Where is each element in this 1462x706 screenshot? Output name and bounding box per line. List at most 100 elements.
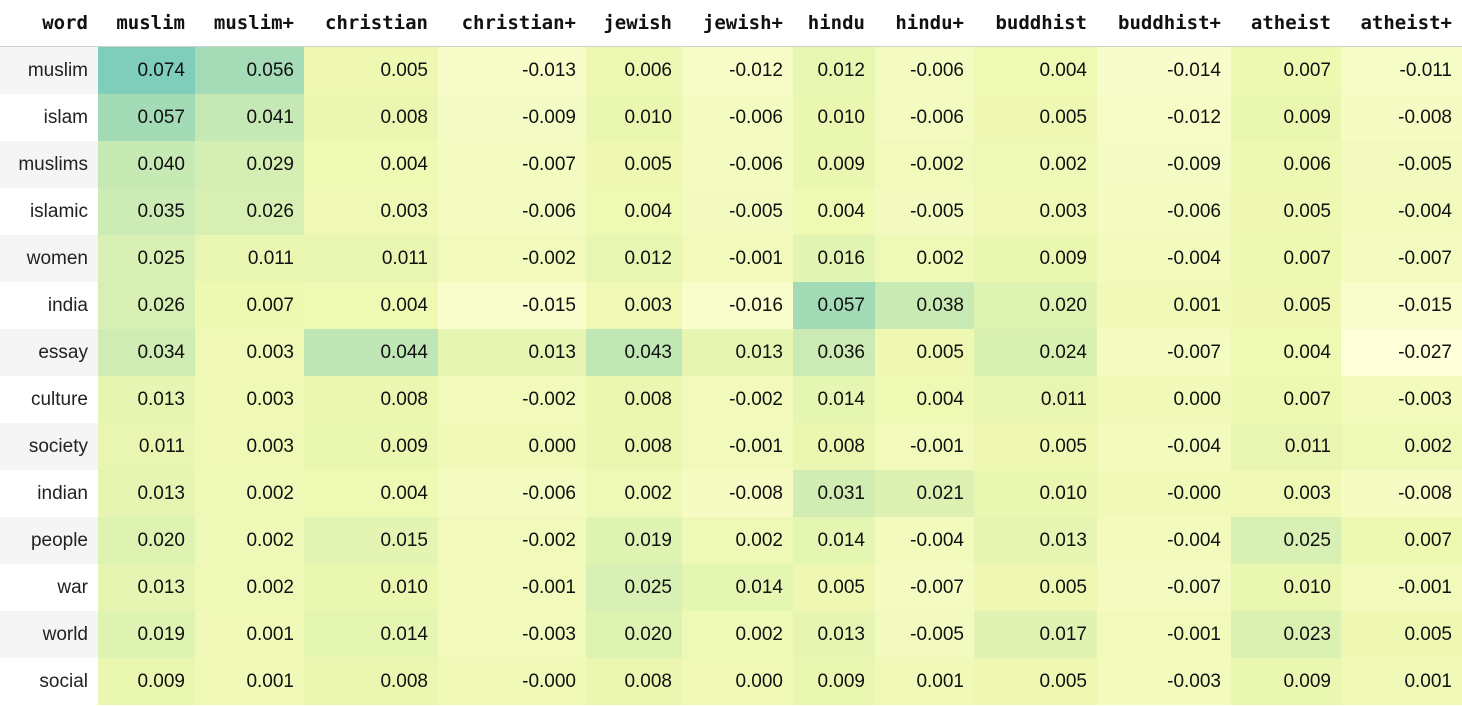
heatmap-cell: -0.008 <box>1341 470 1462 517</box>
heatmap-cell: -0.005 <box>875 611 974 658</box>
heatmap-cell: 0.004 <box>793 188 875 235</box>
heatmap-cell: 0.002 <box>974 141 1097 188</box>
heatmap-cell: 0.010 <box>304 564 438 611</box>
heatmap-cell: -0.004 <box>1097 235 1231 282</box>
heatmap-cell: 0.008 <box>304 94 438 141</box>
row-label: indian <box>0 470 98 517</box>
table-row: women 0.025 0.011 0.011 -0.002 0.012 -0.001 0.0… <box>0 235 1462 282</box>
heatmap-cell: 0.036 <box>793 329 875 376</box>
heatmap-cell: 0.010 <box>974 470 1097 517</box>
heatmap-cell: -0.013 <box>438 46 586 94</box>
heatmap-cell: 0.009 <box>974 235 1097 282</box>
heatmap-cell: 0.007 <box>1231 376 1341 423</box>
heatmap-cell: 0.003 <box>1231 470 1341 517</box>
heatmap-cell: 0.002 <box>1341 423 1462 470</box>
table-row: islam 0.057 0.041 0.008 -0.009 0.010 -0.006 0.0… <box>0 94 1462 141</box>
heatmap-cell: -0.001 <box>875 423 974 470</box>
heatmap-cell: 0.001 <box>875 658 974 705</box>
column-header: christian <box>304 0 438 47</box>
heatmap-cell: 0.011 <box>304 235 438 282</box>
heatmap-cell: -0.014 <box>1097 46 1231 94</box>
row-label: muslim <box>0 46 98 94</box>
heatmap-cell: 0.013 <box>98 376 195 423</box>
heatmap-cell: 0.008 <box>793 423 875 470</box>
heatmap-cell: 0.002 <box>875 235 974 282</box>
heatmap-cell: 0.000 <box>438 423 586 470</box>
row-label: islam <box>0 94 98 141</box>
heatmap-cell: -0.003 <box>1097 658 1231 705</box>
header-row: word muslim muslim+ christian christian+… <box>0 0 1462 47</box>
heatmap-cell: 0.005 <box>586 141 682 188</box>
heatmap-cell: -0.002 <box>438 235 586 282</box>
heatmap-cell: 0.005 <box>974 423 1097 470</box>
heatmap-cell: 0.012 <box>586 235 682 282</box>
heatmap-cell: 0.007 <box>1231 235 1341 282</box>
heatmap-cell: 0.074 <box>98 46 195 94</box>
heatmap-cell: 0.003 <box>304 188 438 235</box>
row-label: islamic <box>0 188 98 235</box>
heatmap-cell: -0.004 <box>1097 517 1231 564</box>
heatmap-cell: -0.006 <box>438 188 586 235</box>
table-row: society 0.011 0.003 0.009 0.000 0.008 -0.001 0.… <box>0 423 1462 470</box>
heatmap-cell: -0.002 <box>682 376 793 423</box>
row-label: society <box>0 423 98 470</box>
heatmap-cell: 0.014 <box>682 564 793 611</box>
heatmap-cell: -0.007 <box>1097 329 1231 376</box>
heatmap-cell: 0.003 <box>195 376 304 423</box>
heatmap-cell: 0.002 <box>195 470 304 517</box>
heatmap-cell: -0.015 <box>438 282 586 329</box>
heatmap-cell: 0.057 <box>793 282 875 329</box>
heatmap-cell: -0.006 <box>438 470 586 517</box>
heatmap-cell: -0.009 <box>438 94 586 141</box>
row-label: culture <box>0 376 98 423</box>
table-row: world 0.019 0.001 0.014 -0.003 0.020 0.002 0.01… <box>0 611 1462 658</box>
row-label: essay <box>0 329 98 376</box>
heatmap-cell: 0.035 <box>98 188 195 235</box>
heatmap-cell: 0.026 <box>195 188 304 235</box>
heatmap-cell: -0.015 <box>1341 282 1462 329</box>
heatmap-cell: 0.026 <box>98 282 195 329</box>
heatmap-cell: -0.002 <box>438 517 586 564</box>
heatmap-cell: 0.004 <box>1231 329 1341 376</box>
heatmap-cell: 0.002 <box>682 611 793 658</box>
heatmap-cell: 0.020 <box>586 611 682 658</box>
table-row: people 0.020 0.002 0.015 -0.002 0.019 0.002 0.0… <box>0 517 1462 564</box>
heatmap-cell: 0.005 <box>1231 188 1341 235</box>
heatmap-cell: 0.009 <box>1231 94 1341 141</box>
heatmap-cell: 0.004 <box>304 470 438 517</box>
heatmap-cell: 0.006 <box>1231 141 1341 188</box>
heatmap-cell: 0.002 <box>586 470 682 517</box>
heatmap-cell: 0.029 <box>195 141 304 188</box>
heatmap-cell: 0.003 <box>195 423 304 470</box>
heatmap-cell: -0.007 <box>1341 235 1462 282</box>
heatmap-cell: 0.009 <box>98 658 195 705</box>
heatmap-cell: 0.011 <box>195 235 304 282</box>
heatmap-cell: 0.003 <box>586 282 682 329</box>
heatmap-cell: 0.043 <box>586 329 682 376</box>
heatmap-body: muslim 0.074 0.056 0.005 -0.013 0.006 -0.012 0.… <box>0 46 1462 705</box>
heatmap-cell: 0.008 <box>304 658 438 705</box>
heatmap-cell: -0.016 <box>682 282 793 329</box>
heatmap-cell: 0.009 <box>1231 658 1341 705</box>
heatmap-cell: -0.003 <box>438 611 586 658</box>
heatmap-cell: 0.005 <box>875 329 974 376</box>
heatmap-cell: -0.006 <box>875 46 974 94</box>
heatmap-cell: 0.031 <box>793 470 875 517</box>
heatmap-cell: -0.008 <box>1341 94 1462 141</box>
heatmap-cell: 0.019 <box>586 517 682 564</box>
table-row: indian 0.013 0.002 0.004 -0.006 0.002 -0.008 0.… <box>0 470 1462 517</box>
heatmap-cell: 0.005 <box>1341 611 1462 658</box>
heatmap-cell: 0.009 <box>304 423 438 470</box>
heatmap-cell: -0.006 <box>682 141 793 188</box>
heatmap-cell: -0.004 <box>1341 188 1462 235</box>
column-header: christian+ <box>438 0 586 47</box>
heatmap-cell: -0.001 <box>1341 564 1462 611</box>
heatmap-cell: 0.023 <box>1231 611 1341 658</box>
heatmap-cell: 0.008 <box>586 423 682 470</box>
heatmap-cell: 0.000 <box>1097 376 1231 423</box>
heatmap-cell: -0.027 <box>1341 329 1462 376</box>
table-row: social 0.009 0.001 0.008 -0.000 0.008 0.000 0.0… <box>0 658 1462 705</box>
heatmap-cell: 0.025 <box>586 564 682 611</box>
heatmap-cell: -0.002 <box>438 376 586 423</box>
